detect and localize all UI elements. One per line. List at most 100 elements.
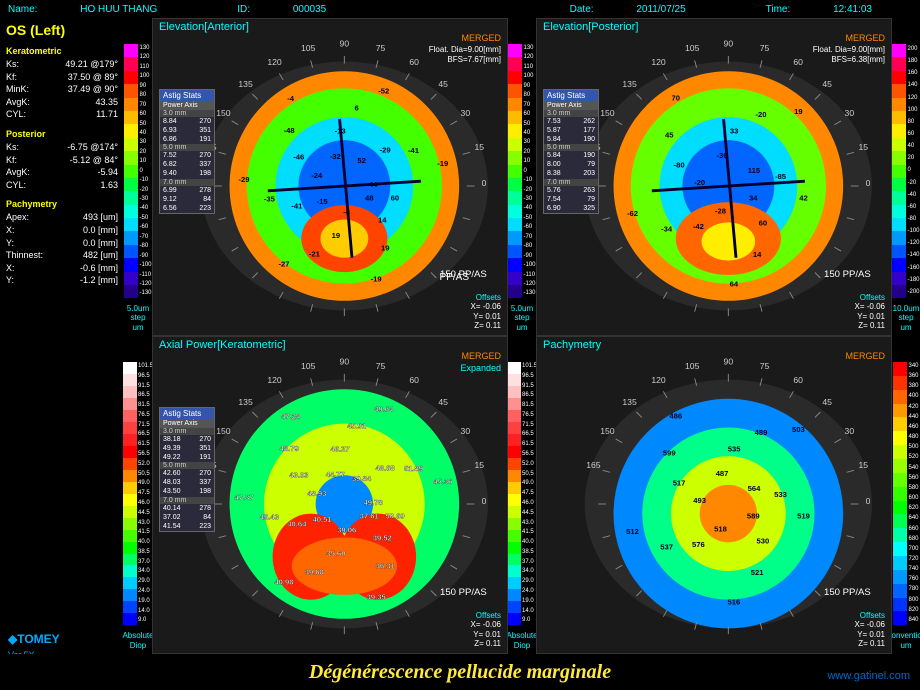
svg-text:45: 45 xyxy=(665,130,674,139)
svg-text:48.79: 48.79 xyxy=(280,444,299,453)
data-row: AvgK:-5.94 xyxy=(6,166,118,179)
brand-logo: ◆TOMEY xyxy=(8,632,60,646)
svg-text:44.77: 44.77 xyxy=(326,470,345,479)
svg-text:90: 90 xyxy=(724,38,734,48)
svg-text:486: 486 xyxy=(669,411,682,420)
svg-text:45: 45 xyxy=(438,79,448,89)
ppas-label: PP/AS xyxy=(440,272,469,283)
section-title: Posterior xyxy=(6,129,118,139)
svg-text:49.78: 49.78 xyxy=(363,498,383,507)
expanded-label: Expanded xyxy=(460,363,501,373)
svg-text:150 PP/AS: 150 PP/AS xyxy=(824,587,871,598)
svg-text:-19: -19 xyxy=(371,274,382,283)
svg-text:0: 0 xyxy=(866,178,871,188)
merged-label: MERGED xyxy=(461,33,501,43)
merged-label: MERGED xyxy=(845,351,885,361)
svg-text:-62: -62 xyxy=(627,209,638,218)
sidebar: OS (Left) KeratometricKs:49.21 @179°Kf:3… xyxy=(0,18,124,654)
svg-text:120: 120 xyxy=(651,57,666,67)
svg-text:64: 64 xyxy=(730,279,739,288)
svg-text:42: 42 xyxy=(799,194,808,203)
offsets: OffsetsX= -0.06Y= 0.01Z= 0.11 xyxy=(471,293,501,331)
header-bar: Name: HO HUU THANG ID: 000035 Date: 2011… xyxy=(0,0,920,18)
data-row: Thinnest:482 [um] xyxy=(6,249,118,262)
svg-text:-29: -29 xyxy=(380,146,391,155)
svg-text:120: 120 xyxy=(267,375,282,385)
svg-text:521: 521 xyxy=(751,568,764,577)
data-row: Kf:-5.12 @ 84° xyxy=(6,154,118,167)
svg-text:150: 150 xyxy=(216,108,231,118)
svg-text:150: 150 xyxy=(600,426,615,436)
panel-info: Float. Dia=9.00[mm]BFS=7.67[mm] xyxy=(429,45,501,64)
svg-text:120: 120 xyxy=(267,57,282,67)
svg-text:45: 45 xyxy=(822,397,832,407)
svg-text:135: 135 xyxy=(238,397,253,407)
svg-text:39.35: 39.35 xyxy=(367,592,387,601)
svg-text:135: 135 xyxy=(238,79,253,89)
scale-anterior: 1301201101009080706050403020100-10-20-30… xyxy=(124,18,152,336)
panel-elevation-posterior[interactable]: Elevation[Posterior] MERGED Float. Dia=9… xyxy=(536,18,892,336)
svg-text:60: 60 xyxy=(759,219,768,228)
svg-text:45.36: 45.36 xyxy=(433,477,452,486)
svg-text:105: 105 xyxy=(685,361,700,371)
svg-text:39.52: 39.52 xyxy=(373,533,392,542)
panel-pachymetry[interactable]: Pachymetry MERGED 0153045607590105120135… xyxy=(536,336,892,654)
svg-text:-41: -41 xyxy=(291,202,303,211)
svg-text:33: 33 xyxy=(730,127,739,136)
svg-text:564: 564 xyxy=(748,484,761,493)
svg-text:-35: -35 xyxy=(264,194,276,203)
main-grid: OS (Left) KeratometricKs:49.21 @179°Kf:3… xyxy=(0,18,920,654)
scale-axial: 101.596.591.586.581.576.571.566.561.556.… xyxy=(124,336,152,654)
svg-text:48.93: 48.93 xyxy=(307,489,326,498)
panel-axial-power[interactable]: Axial Power[Keratometric] MERGED Expande… xyxy=(152,336,508,654)
svg-text:39.68: 39.68 xyxy=(305,567,325,576)
svg-text:90: 90 xyxy=(724,356,734,366)
svg-text:15: 15 xyxy=(858,460,868,470)
svg-text:30: 30 xyxy=(845,426,855,436)
data-row: CYL:1.63 xyxy=(6,179,118,192)
svg-text:51.89: 51.89 xyxy=(404,464,423,473)
data-row: Ks:49.21 @179° xyxy=(6,58,118,71)
svg-text:105: 105 xyxy=(301,361,316,371)
offsets: OffsetsX= -0.06Y= 0.01Z= 0.11 xyxy=(855,293,885,331)
svg-text:90: 90 xyxy=(340,356,350,366)
svg-text:15: 15 xyxy=(858,142,868,152)
panel-elevation-anterior[interactable]: Elevation[Anterior] MERGED Float. Dia=9.… xyxy=(152,18,508,336)
svg-text:47.24: 47.24 xyxy=(281,412,301,421)
svg-text:45.91: 45.91 xyxy=(347,421,367,430)
svg-text:19: 19 xyxy=(794,107,803,116)
svg-text:45: 45 xyxy=(822,79,832,89)
offsets: OffsetsX= -0.06Y= 0.01Z= 0.11 xyxy=(471,611,501,649)
svg-text:43.03: 43.03 xyxy=(289,471,308,480)
svg-text:589: 589 xyxy=(747,511,760,520)
svg-text:75: 75 xyxy=(376,361,386,371)
svg-text:165: 165 xyxy=(586,460,601,470)
svg-text:30: 30 xyxy=(845,108,855,118)
svg-text:37.61: 37.61 xyxy=(360,511,380,520)
scale-pachy-right: 200180160140120100806040200-20-40-60-80-… xyxy=(892,18,920,336)
astig-stats: Astig StatsPower Axis3.0 mm38.1827049.39… xyxy=(159,407,215,532)
svg-text:519: 519 xyxy=(797,512,810,521)
svg-text:530: 530 xyxy=(757,537,770,546)
svg-text:135: 135 xyxy=(622,79,637,89)
svg-text:19: 19 xyxy=(332,231,341,240)
svg-text:105: 105 xyxy=(685,43,700,53)
merged-label: MERGED xyxy=(845,33,885,43)
svg-text:6: 6 xyxy=(355,103,359,112)
panel-title: Elevation[Anterior] xyxy=(159,21,249,33)
svg-text:60: 60 xyxy=(409,57,419,67)
panel-title: Axial Power[Keratometric] xyxy=(159,339,286,351)
svg-text:14: 14 xyxy=(753,250,762,259)
svg-text:-19: -19 xyxy=(437,159,448,168)
svg-text:-21: -21 xyxy=(309,249,321,258)
svg-text:40.64: 40.64 xyxy=(287,520,307,529)
svg-text:48: 48 xyxy=(365,193,374,202)
panel-title: Pachymetry xyxy=(543,339,601,351)
svg-text:39.84: 39.84 xyxy=(352,474,372,483)
svg-text:-15: -15 xyxy=(317,197,329,206)
svg-text:75: 75 xyxy=(376,43,386,53)
data-row: Ks:-6.75 @174° xyxy=(6,141,118,154)
data-row: CYL:11.71 xyxy=(6,108,118,121)
svg-text:52: 52 xyxy=(357,156,366,165)
svg-text:47.87: 47.87 xyxy=(234,493,253,502)
